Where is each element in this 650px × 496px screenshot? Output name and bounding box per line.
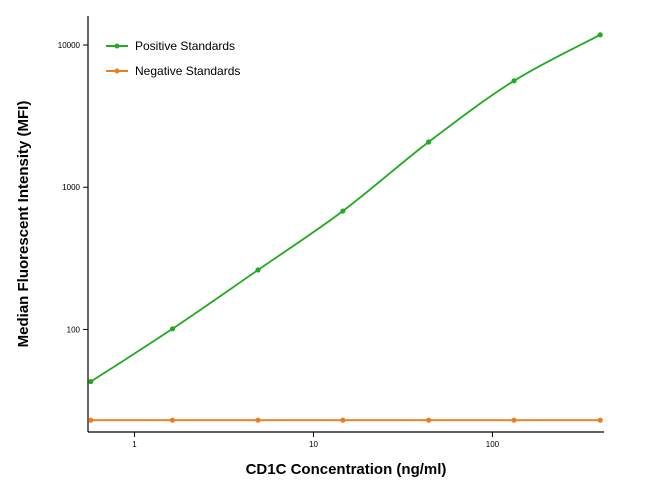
- data-point-positive: [255, 267, 261, 273]
- y-tick-label: 100: [67, 325, 81, 334]
- legend-label-negative: Negative Standards: [135, 64, 240, 78]
- legend-item-negative: Negative Standards: [106, 64, 240, 78]
- data-point-negative: [426, 417, 432, 423]
- series-layer: [88, 32, 603, 423]
- legend: Positive Standards Negative Standards: [106, 39, 240, 78]
- x-tick-label: 1: [132, 440, 137, 449]
- x-tick-label: 10: [309, 440, 318, 449]
- data-point-negative: [597, 417, 603, 423]
- data-point-positive: [426, 139, 432, 145]
- y-tick-label: 10000: [58, 41, 81, 50]
- data-point-negative: [511, 417, 517, 423]
- x-ticks: 1 10 100: [132, 432, 500, 449]
- axes: [87, 16, 604, 433]
- y-tick-label: 1000: [62, 183, 80, 192]
- x-tick-label: 100: [486, 440, 500, 449]
- legend-marker-negative: [114, 68, 120, 74]
- legend-label-positive: Positive Standards: [135, 39, 235, 53]
- data-point-positive: [169, 326, 176, 332]
- data-point-positive: [88, 378, 94, 385]
- data-point-negative: [88, 417, 94, 423]
- series-line-positive: [90, 34, 601, 383]
- data-point-positive: [511, 78, 517, 84]
- legend-item-positive: Positive Standards: [106, 39, 235, 53]
- data-point-negative: [340, 417, 346, 423]
- y-ticks: 100 1000 10000: [58, 41, 88, 334]
- y-axis-title: Median Fluorescent Intensity (MFI): [15, 101, 32, 348]
- legend-marker-positive: [114, 43, 120, 49]
- data-point-positive: [597, 32, 603, 38]
- data-point-negative: [255, 417, 261, 423]
- x-axis-title: CD1C Concentration (ng/ml): [246, 461, 447, 478]
- data-point-positive: [340, 208, 346, 214]
- data-point-negative: [169, 417, 176, 423]
